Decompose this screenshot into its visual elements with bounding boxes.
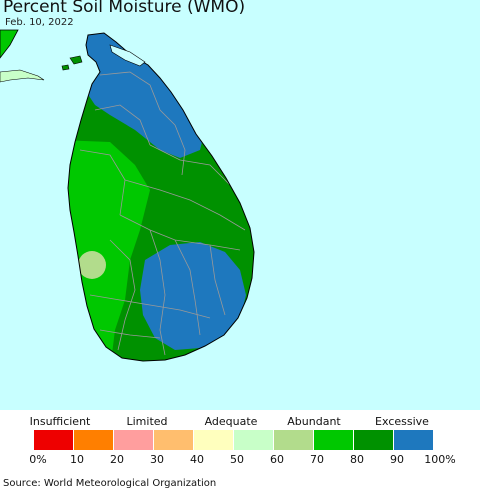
legend-swatch [234,430,274,450]
legend-tick: 20 [110,453,124,466]
jaffna-lagoon [109,44,146,67]
legend-swatch [114,430,154,450]
legend-swatch [154,430,194,450]
island-coastline [67,32,255,362]
legend-tick: 80 [350,453,364,466]
legend-tick: 100% [424,453,456,466]
legend: Insufficient Limited Adequate Abundant E… [0,410,480,476]
legend-tick: 40 [190,453,204,466]
legend-swatch [34,430,74,450]
district-boundaries [79,71,246,356]
legend-category-limited: Limited [126,415,168,428]
map-date: Feb. 10, 2022 [5,17,74,28]
india-coast-strip [0,69,45,83]
legend-category-adequate: Adequate [204,415,258,428]
legend-swatch [394,430,434,450]
legend-tick: 60 [270,453,284,466]
legend-tick: 70 [310,453,324,466]
legend-swatch [314,430,354,450]
legend-tick: 50 [230,453,244,466]
jaffna-island [69,55,83,65]
legend-swatch [354,430,394,450]
legend-swatch [274,430,314,450]
legend-tick: 30 [150,453,164,466]
legend-category-insufficient: Insufficient [29,415,91,428]
zone-excessive-southeast [140,242,246,350]
india-coast-region [0,29,19,59]
legend-tick: 0% [29,453,47,466]
legend-tick: 90 [390,453,404,466]
map-title: Percent Soil Moisture (WMO) [3,0,246,17]
map-panel: Percent Soil Moisture (WMO) Feb. 10, 202… [0,0,480,410]
sri-lanka-soil-moisture-map [0,29,255,362]
legend-swatch [74,430,114,450]
legend-category-abundant: Abundant [287,415,341,428]
legend-tick: 10 [70,453,84,466]
jaffna-island [61,64,70,71]
legend-swatch [194,430,234,450]
source-credit: Source: World Meteorological Organizatio… [3,478,217,489]
legend-color-scale [34,430,434,450]
legend-category-excessive: Excessive [375,415,429,428]
zone-60-70-patch [78,251,106,279]
